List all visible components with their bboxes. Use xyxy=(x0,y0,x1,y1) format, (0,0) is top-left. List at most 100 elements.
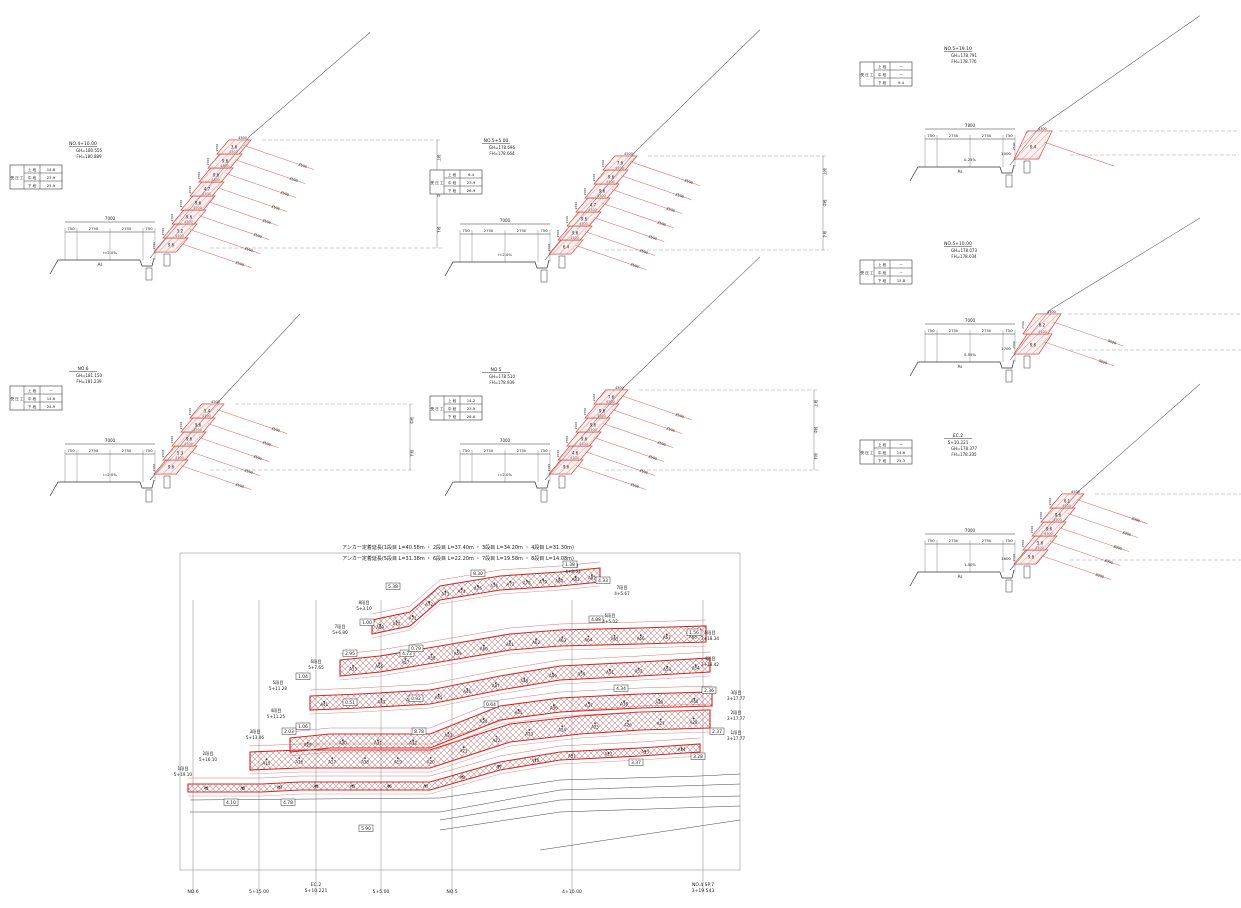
dim-part: 2750 xyxy=(122,226,132,231)
anchor-id: A66 xyxy=(637,636,645,641)
anchor-id: A35 xyxy=(515,710,523,715)
anchor-id: A77 xyxy=(507,582,515,587)
table-row-value: 14.2 xyxy=(467,398,476,403)
block-label: 9.6 xyxy=(572,231,579,236)
wall-block xyxy=(548,459,584,475)
anchor-point xyxy=(594,722,596,724)
anchor-id: A61 xyxy=(506,642,514,647)
wall-block xyxy=(153,459,189,475)
plan-title-2: アンカー定着延長(5段目 L=31.38m ・ 6段目 L=22.20m ・ 7… xyxy=(342,555,574,562)
anchor-point xyxy=(298,757,301,760)
stepped-wall: 9.64500250035005.34500250035009.64500250… xyxy=(149,313,415,490)
wall-block-fill xyxy=(1014,334,1052,354)
anchor-id: A11 xyxy=(568,753,576,758)
wall-block xyxy=(171,431,207,447)
anchor-id: A1 xyxy=(204,786,210,791)
boxed-value: 5.90 xyxy=(358,824,374,832)
block-label: 9.6 xyxy=(1055,513,1062,518)
anchor-point xyxy=(306,741,309,744)
anchor-length: 3500 xyxy=(235,482,245,489)
anchor-line xyxy=(199,437,270,462)
anchor-point xyxy=(412,739,414,742)
tier-outline xyxy=(249,731,711,775)
gh-value: GH=178.377 xyxy=(951,446,977,451)
anchor-point xyxy=(613,634,616,637)
anchor-point xyxy=(388,784,391,787)
anchor-point xyxy=(561,725,564,728)
grade-label: i=2.0% xyxy=(103,250,117,255)
anchor-length: 3500 xyxy=(289,176,299,183)
wall-block xyxy=(1049,493,1085,509)
wall-block-fill xyxy=(208,154,242,168)
anchor-point xyxy=(658,698,661,701)
grade-label: i=2.0% xyxy=(498,472,512,477)
gh-value: GH=178.073 xyxy=(951,248,977,253)
anchor-point xyxy=(574,575,577,578)
station-tick-label: NO.6 xyxy=(187,889,198,895)
dim-total: 7000 xyxy=(105,438,116,443)
dim-part: 2750 xyxy=(517,448,527,453)
station-label: NO.5+5.00 xyxy=(484,138,509,144)
anchor-id: A4 xyxy=(313,784,319,789)
anchor-line xyxy=(576,245,647,270)
tier-label: 中段 xyxy=(409,417,414,425)
station-label: NO.5+10.00 xyxy=(944,241,972,247)
dim-part: 750 xyxy=(67,448,75,453)
road-surface xyxy=(909,569,1015,587)
block-height: 2500 xyxy=(152,242,156,250)
boxed-value: 2.36 xyxy=(701,686,717,694)
table-row-value: 25.9 xyxy=(47,183,56,188)
fh-value: FH=178.939 xyxy=(489,380,515,385)
anchor-id: A18 xyxy=(361,760,369,765)
dim-total: 7000 xyxy=(500,218,511,223)
anchor-length: 3500 xyxy=(253,454,263,461)
anchor-id: A69 xyxy=(376,625,384,630)
anchor-line xyxy=(585,231,656,256)
table-row-value: 15.8 xyxy=(897,278,906,283)
anchor-point xyxy=(497,765,500,767)
block-height: 2500 xyxy=(574,422,578,430)
pressure-table: 受 圧 工上 段 － 中 段 － 下 段 9.4 xyxy=(859,61,913,87)
table-row-value: 26.9 xyxy=(467,188,476,193)
road-edge xyxy=(439,795,741,821)
anchor-id: A49 xyxy=(549,674,557,679)
boxed-value: 0.51 xyxy=(342,698,358,706)
anchor-length: 3500 xyxy=(244,468,254,475)
gutter-box xyxy=(1005,369,1013,383)
boxed-value: 1.38 xyxy=(562,560,578,568)
boxed-value: 1.06 xyxy=(295,722,311,730)
anchor-id: A12 xyxy=(605,752,613,757)
block-height: 2500 xyxy=(565,436,569,444)
anchor-id: A73 xyxy=(441,592,449,597)
dim-part: 2750 xyxy=(949,133,959,138)
table-row-value: － xyxy=(899,442,903,447)
anchor-point xyxy=(437,693,440,696)
wall-block-fill xyxy=(1032,522,1066,536)
anchor-point xyxy=(644,750,647,753)
extra-dim: 1600 xyxy=(1001,556,1011,561)
dim-part: 2750 xyxy=(517,228,527,233)
wall-block-fill xyxy=(594,170,628,184)
station-label: NO.4+10.00 xyxy=(69,141,97,147)
dim-part: 750 xyxy=(1005,328,1013,333)
tier-label: 中段 xyxy=(822,199,827,207)
anchor-id: A76 xyxy=(490,583,498,588)
anchor-id: A21 xyxy=(460,749,468,754)
block-label: 5.2 xyxy=(177,229,184,234)
wall-block xyxy=(1022,313,1062,335)
table-row-value: 14.6 xyxy=(47,396,56,401)
anchor-line xyxy=(1050,541,1121,566)
dim-part: 2750 xyxy=(982,133,992,138)
anchor-id: A15 xyxy=(263,761,271,766)
boxed-value: 3.37 xyxy=(628,758,644,766)
wall-block xyxy=(198,167,234,183)
table-row-label: 中 段 xyxy=(878,450,887,455)
anchor-point xyxy=(509,640,511,643)
wall-block xyxy=(566,431,602,447)
anchor-line xyxy=(1053,321,1124,347)
tier-station-plan: 3+17.77 xyxy=(727,696,745,701)
anchor-id: A54 xyxy=(692,665,700,670)
